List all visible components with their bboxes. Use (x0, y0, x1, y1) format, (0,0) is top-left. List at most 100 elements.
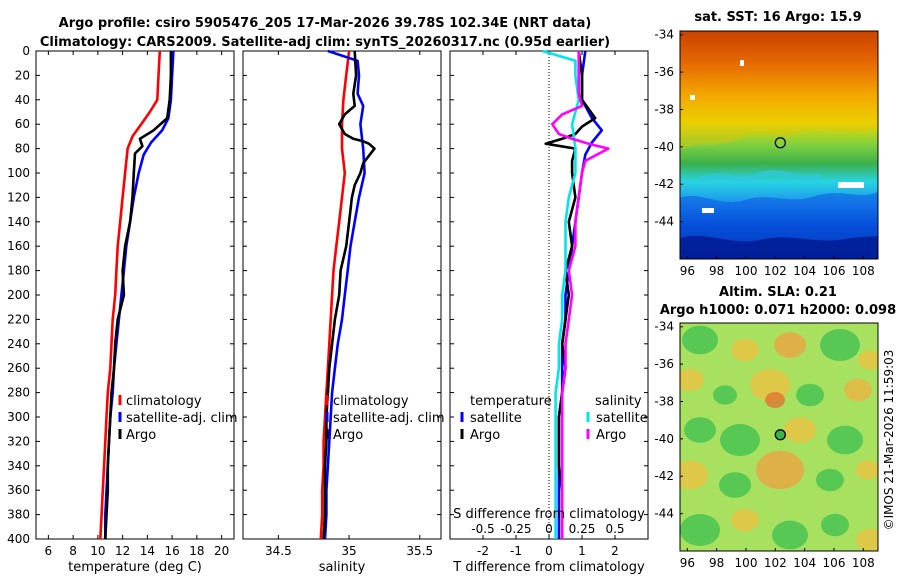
depth-tick-label: 260 (7, 361, 30, 375)
x-tick-label: 0 (545, 544, 553, 558)
sla-anomaly-blob (731, 338, 759, 362)
depth-tick-label: 200 (7, 288, 30, 302)
sla-anomaly-blob (719, 472, 751, 498)
map-lat-label: -40 (654, 432, 674, 446)
depth-tick-label: 100 (7, 166, 30, 180)
map-lon-label: 102 (764, 264, 787, 278)
series-line-t-argo (544, 50, 597, 539)
map-lon-label: 100 (735, 264, 758, 278)
sla-anomaly-blob (821, 513, 849, 537)
sla-map-title-line2: Argo h1000: 0.071 h2000: 0.098 (660, 303, 896, 318)
legend-label: Argo (333, 428, 363, 443)
sla-anomaly-blob (750, 369, 790, 401)
x-tick-label: 6 (45, 544, 53, 558)
sla-anomaly-blob (680, 514, 720, 546)
sst-missing-patch (690, 95, 695, 100)
legend-label: Argo (126, 428, 156, 443)
legend-label: satellite-adj. clim (126, 411, 238, 426)
depth-tick-label: 160 (7, 239, 30, 253)
series-line-s-argo (550, 51, 610, 539)
sla-anomaly-blob (765, 392, 785, 408)
s-diff-tick-label: -0.5 (471, 522, 494, 536)
depth-tick-label: 340 (7, 459, 30, 473)
map-lon-label: 96 (680, 556, 695, 570)
x-tick-label: -2 (477, 544, 489, 558)
map-lon-label: 104 (793, 556, 816, 570)
sst-missing-patch (740, 60, 744, 66)
map-lat-label: -44 (654, 507, 674, 521)
legend-label: Argo (470, 428, 500, 443)
difference-xlabel: T difference from climatology (452, 560, 645, 575)
sla-anomaly-blob (796, 383, 824, 407)
legend-label: climatology (126, 394, 202, 409)
depth-tick-label: 40 (15, 93, 30, 107)
series-line-argo (322, 50, 376, 540)
sla-anomaly-blob (844, 378, 872, 402)
legend-title-salinity: salinity (595, 394, 642, 409)
sla-anomaly-blob (820, 329, 860, 361)
series-line-s-satellite (542, 49, 581, 539)
temperature-panel: 6 8 10 12 14 16 18 20 climatology satellite-adj. … (35, 50, 238, 575)
x-tick-label: 35.5 (406, 544, 433, 558)
series-line-climatology (99, 50, 162, 540)
s-difference-label: S difference from climatology (453, 507, 645, 522)
sla-anomaly-blob (827, 425, 863, 455)
map-lon-label: 108 (852, 264, 875, 278)
map-lat-label: -36 (654, 357, 674, 371)
depth-tick-label: 220 (7, 312, 30, 326)
sla-anomaly-blob (713, 385, 737, 405)
depth-tick-label: 280 (7, 386, 30, 400)
legend-label: satellite (596, 411, 648, 426)
sla-anomaly-blob (756, 450, 804, 490)
sst-argo-float-marker (774, 137, 786, 149)
map-lat-label: -38 (654, 394, 674, 408)
sla-anomaly-blob (784, 417, 816, 443)
figure-title-line2: Climatology: CARS2009. Satellite-adj cli… (40, 35, 610, 50)
sla-anomaly-blob (682, 325, 718, 355)
depth-tick-label: 320 (7, 434, 30, 448)
sla-argo-float-marker (774, 429, 786, 441)
depth-tick-label: 240 (7, 337, 30, 351)
map-lon-label: 100 (735, 556, 758, 570)
x-tick-label: 35 (341, 544, 356, 558)
series-line-climatology (319, 50, 351, 540)
legend-label: climatology (333, 394, 409, 409)
sst-map-panel: sat. SST: 16 Argo: 15.9 96 98 100 102 104 106… (654, 10, 879, 278)
map-lon-label: 108 (852, 556, 875, 570)
depth-tick-label: 180 (7, 264, 30, 278)
depth-tick-label: 400 (7, 532, 30, 546)
s-diff-tick-label: 0.5 (605, 522, 624, 536)
s-diff-tick-label: 0.25 (569, 522, 596, 536)
sla-anomaly-blob (856, 460, 878, 480)
sst-map-title: sat. SST: 16 Argo: 15.9 (694, 10, 861, 25)
sst-warm-front (680, 31, 878, 150)
map-lon-label: 106 (823, 264, 846, 278)
map-lon-label: 96 (680, 264, 695, 278)
sla-anomaly-blob (720, 424, 760, 456)
map-lon-label: 106 (823, 556, 846, 570)
legend-label: Argo (596, 428, 626, 443)
sst-missing-patch (838, 182, 864, 188)
map-lat-label: -38 (654, 102, 674, 116)
x-tick-label: 14 (140, 544, 155, 558)
x-tick-label: 16 (164, 544, 179, 558)
depth-axis: 0 20 40 60 80 100 120 140 160 180 200 220 240 260 280 3… (7, 44, 648, 546)
map-lat-label: -44 (654, 215, 674, 229)
s-diff-tick-label: -0.25 (500, 522, 531, 536)
sla-anomaly-blob (774, 332, 806, 358)
x-tick-label: 20 (214, 544, 229, 558)
map-lon-label: 98 (709, 264, 724, 278)
sst-map-frame (679, 30, 879, 260)
depth-tick-label: 80 (15, 142, 30, 156)
s-diff-tick-label: 0 (545, 522, 553, 536)
depth-tick-label: 0 (22, 44, 30, 58)
figure-title-line1: Argo profile: csiro 5905476_205 17-Mar-2… (59, 16, 592, 31)
temperature-panel-frame (35, 50, 235, 540)
x-tick-label: 10 (90, 544, 105, 558)
map-lat-label: -42 (654, 469, 674, 483)
depth-tick-label: 360 (7, 483, 30, 497)
x-tick-label: 34.5 (265, 544, 292, 558)
sla-anomaly-blob (856, 528, 878, 551)
series-line-t-satellite (557, 50, 604, 539)
